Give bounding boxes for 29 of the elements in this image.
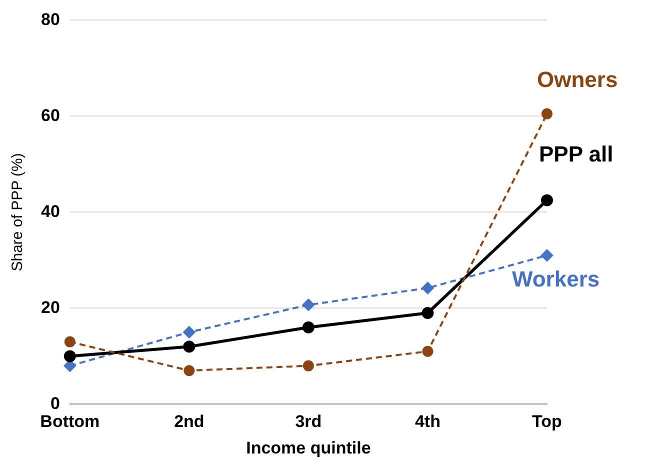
x-tick-label: Bottom — [40, 412, 100, 432]
point — [422, 282, 434, 294]
point — [64, 350, 76, 362]
point — [541, 249, 553, 262]
point — [184, 365, 195, 376]
x-tick-label: Top — [532, 412, 562, 432]
x-axis-title: Income quintile — [246, 438, 371, 458]
x-tick-label: 3rd — [295, 412, 322, 432]
point — [302, 360, 314, 372]
series-label: PPP all — [539, 141, 614, 166]
y-axis-title: Share of PPP (%) — [9, 153, 26, 272]
y-tick-label: 80 — [40, 10, 60, 29]
y-tick-label: 40 — [40, 202, 60, 221]
point — [183, 326, 196, 338]
point — [541, 194, 553, 206]
point — [302, 321, 314, 334]
point — [422, 346, 434, 357]
series-label: Owners — [537, 66, 618, 92]
point — [183, 340, 196, 353]
point — [64, 336, 76, 348]
x-tick-label: 4th — [414, 412, 440, 432]
point — [422, 307, 434, 319]
point — [302, 298, 314, 311]
y-tick-label: 60 — [40, 106, 60, 125]
y-tick-label: 0 — [50, 394, 60, 413]
y-tick-label: 20 — [40, 298, 60, 317]
point — [542, 108, 552, 120]
x-tick-label: 2nd — [174, 412, 204, 432]
series-label: Workers — [512, 266, 600, 292]
